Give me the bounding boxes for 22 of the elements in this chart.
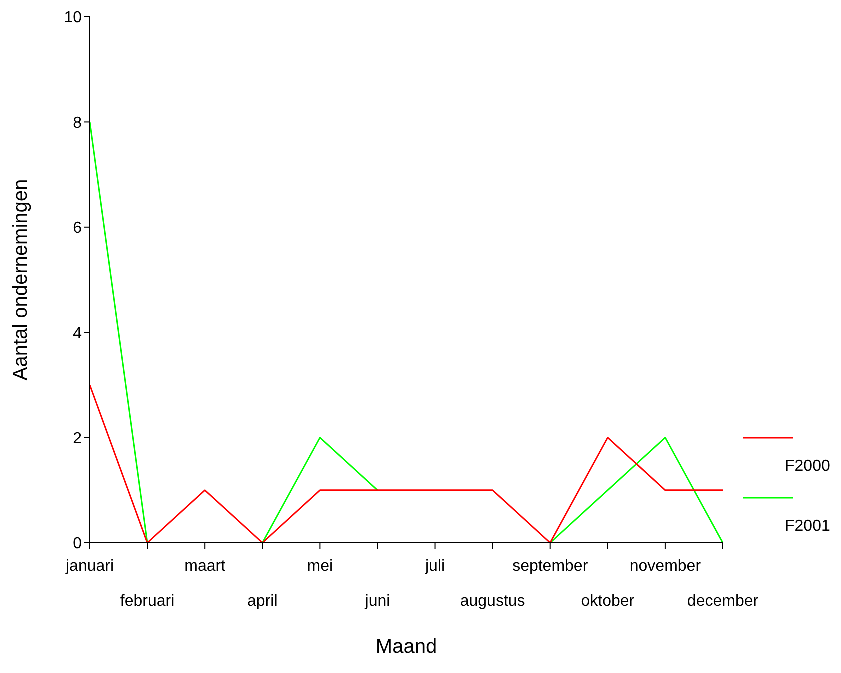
x-tick-label: december [687, 593, 760, 610]
x-tick-label: januari [64, 558, 114, 575]
x-tick-label: september [512, 558, 589, 575]
y-tick-label: 2 [73, 430, 82, 448]
x-tick-label: februari [120, 593, 175, 610]
x-tick-label: augustus [460, 593, 526, 610]
y-axis-title: Aantal ondernemingen [10, 179, 32, 381]
x-tick-label: juli [424, 558, 446, 575]
y-tick-label: 10 [64, 10, 82, 27]
text: F2000 [785, 458, 830, 476]
x-tick-label: november [630, 558, 702, 575]
y-tick-label: 4 [73, 325, 82, 342]
x-axis-title: Maand [376, 636, 438, 658]
x-tick-label: mei [307, 558, 334, 575]
y-tick-label: 8 [73, 114, 82, 132]
x-tick-label: juni [364, 593, 390, 610]
x-tick-label: oktober [581, 593, 636, 610]
x-tick-label: maart [184, 558, 226, 575]
text: F2001 [785, 518, 830, 536]
y-tick-label: 6 [73, 220, 82, 238]
x-tick-label: april [248, 593, 278, 610]
y-tick-label: 0 [73, 536, 82, 553]
